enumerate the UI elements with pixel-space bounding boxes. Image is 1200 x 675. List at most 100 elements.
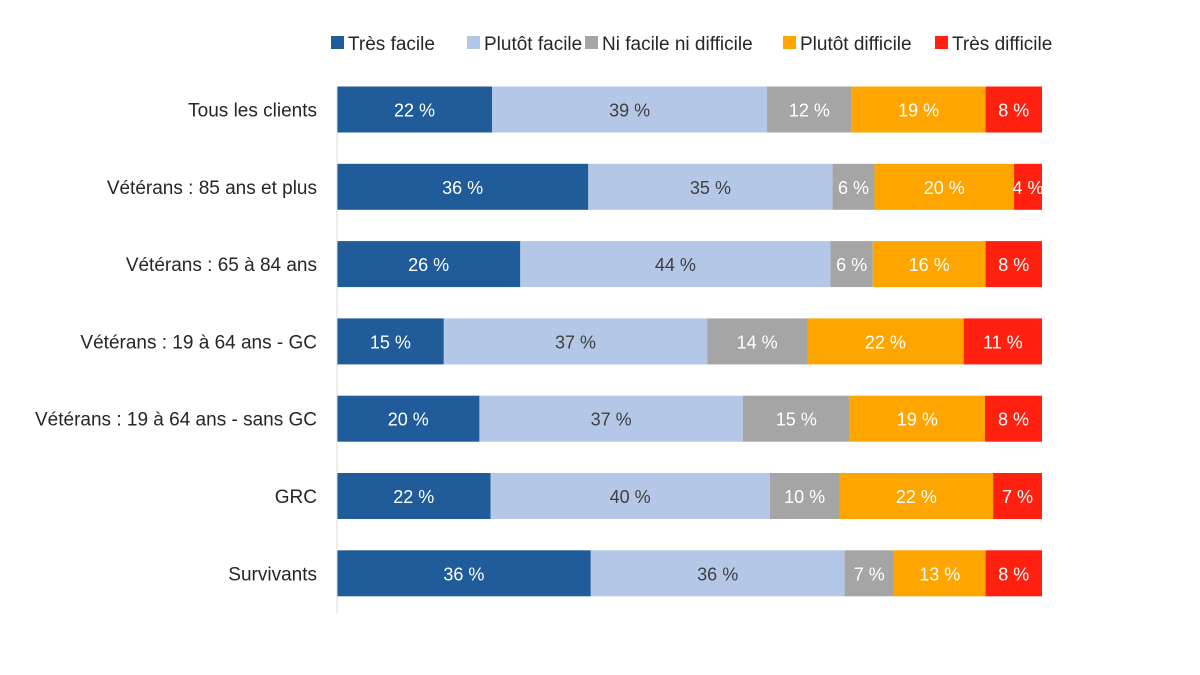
- data-label: 8 %: [998, 101, 1029, 121]
- data-label: 22 %: [865, 332, 906, 352]
- bar-row: 36 % 36 % 7 % 13 % 8 %: [337, 550, 1042, 597]
- legend-item: Plutôt difficile: [783, 34, 912, 55]
- data-label: 19 %: [897, 410, 938, 430]
- legend-label: Très difficile: [952, 34, 1052, 55]
- bar-segment: [872, 241, 986, 288]
- data-label: 15 %: [776, 410, 817, 430]
- data-label: 22 %: [393, 487, 434, 507]
- bar-segment: [839, 473, 994, 519]
- bar-segment: [767, 86, 852, 133]
- category-label: Tous les clients: [188, 101, 317, 122]
- data-label: 12 %: [789, 101, 830, 121]
- bar-segment: [492, 86, 768, 133]
- data-label: 6 %: [838, 178, 869, 198]
- data-label: 22 %: [896, 487, 937, 507]
- bar-row: 22 % 39 % 12 % 19 % 8 %: [337, 86, 1042, 133]
- legend-swatch: [935, 36, 948, 49]
- bar-segment: [443, 318, 708, 365]
- category-label: Vétérans : 85 ans et plus: [107, 178, 317, 199]
- bar-segment: [985, 86, 1042, 133]
- bar-row: 26 % 44 % 6 % 16 % 8 %: [337, 241, 1042, 288]
- data-label: 10 %: [784, 487, 825, 507]
- legend-label: Plutôt facile: [484, 34, 582, 55]
- data-label: 20 %: [924, 178, 965, 198]
- bar-segment: [479, 395, 743, 442]
- category-label: Vétérans : 19 à 64 ans - GC: [80, 332, 317, 353]
- bar-segment: [985, 395, 1042, 442]
- data-label: 37 %: [591, 410, 632, 430]
- legend-swatch: [331, 36, 344, 49]
- bar-segment: [490, 473, 770, 519]
- data-label: 7 %: [854, 564, 885, 584]
- bar-row: 20 % 37 % 15 % 19 % 8 %: [337, 395, 1042, 442]
- bar-segment: [963, 318, 1042, 365]
- data-label: 6 %: [836, 255, 867, 275]
- bar-segment: [707, 318, 807, 365]
- data-label: 11 %: [983, 332, 1023, 352]
- bar-row: 15 % 37 % 14 % 22 % 11 %: [337, 318, 1042, 365]
- data-label: 37 %: [555, 332, 596, 352]
- legend-label: Ni facile ni difficile: [602, 34, 753, 55]
- category-label: GRC: [275, 487, 317, 508]
- bar-segment: [807, 318, 964, 365]
- data-label: 4 %: [1013, 178, 1044, 198]
- bar-segment: [832, 163, 875, 210]
- data-label: 22 %: [394, 101, 435, 121]
- bar-segment: [520, 241, 831, 288]
- bar-segment: [849, 395, 986, 442]
- bar-segment: [590, 550, 845, 597]
- bar-segment: [985, 550, 1042, 597]
- data-label: 39 %: [609, 101, 650, 121]
- data-label: 20 %: [388, 410, 429, 430]
- bar-segment: [588, 163, 833, 210]
- data-label: 26 %: [408, 255, 449, 275]
- bar-segment: [337, 241, 521, 288]
- bar-segment: [337, 86, 493, 133]
- bar-row: 22 % 40 % 10 % 22 % 7 %: [337, 473, 1042, 519]
- bar-segment: [851, 86, 986, 133]
- chart-legend: Très facile Plutôt facile Ni facile ni dif…: [331, 34, 1052, 55]
- legend-item: Plutôt facile: [467, 34, 582, 55]
- data-label: 36 %: [442, 178, 483, 198]
- bar-groups: 22 % 39 % 12 % 19 % 8 % 36 % 35 % 6 % 20 % 4 % 26 …: [337, 86, 1044, 597]
- bar-segment: [337, 550, 591, 597]
- bar-segment: [993, 473, 1042, 519]
- data-label: 44 %: [655, 255, 696, 275]
- bar-row: 36 % 35 % 6 % 20 % 4 %: [337, 163, 1044, 210]
- legend-swatch: [467, 36, 480, 49]
- bar-segment: [337, 395, 480, 442]
- data-label: 36 %: [443, 564, 484, 584]
- data-label: 8 %: [998, 410, 1029, 430]
- bar-segment: [337, 473, 491, 519]
- legend-label: Très facile: [348, 34, 435, 55]
- legend-swatch: [783, 36, 796, 49]
- category-labels: Tous les clients Vétérans : 85 ans et plu…: [35, 101, 317, 586]
- data-label: 16 %: [909, 255, 950, 275]
- data-label: 13 %: [919, 564, 960, 584]
- bar-segment: [893, 550, 986, 597]
- bar-segment: [844, 550, 894, 597]
- bar-segment: [874, 163, 1015, 210]
- bar-segment: [1014, 163, 1042, 210]
- legend-label: Plutôt difficile: [800, 34, 912, 55]
- bar-segment: [985, 241, 1042, 288]
- data-label: 7 %: [1002, 487, 1033, 507]
- data-label: 8 %: [998, 564, 1029, 584]
- legend-item: Ni facile ni difficile: [585, 34, 753, 55]
- legend-item: Très facile: [331, 34, 435, 55]
- data-label: 40 %: [610, 487, 651, 507]
- bar-segment: [742, 395, 850, 442]
- bar-segment: [769, 473, 840, 519]
- data-label: 35 %: [690, 178, 731, 198]
- data-label: 15 %: [370, 332, 411, 352]
- data-label: 8 %: [998, 255, 1029, 275]
- bar-segment: [337, 318, 444, 365]
- category-label: Vétérans : 19 à 64 ans - sans GC: [35, 410, 317, 431]
- legend-swatch: [585, 36, 598, 49]
- category-label: Survivants: [228, 564, 317, 585]
- legend-item: Très difficile: [935, 34, 1052, 55]
- data-label: 36 %: [697, 564, 738, 584]
- category-label: Vétérans : 65 à 84 ans: [126, 255, 317, 276]
